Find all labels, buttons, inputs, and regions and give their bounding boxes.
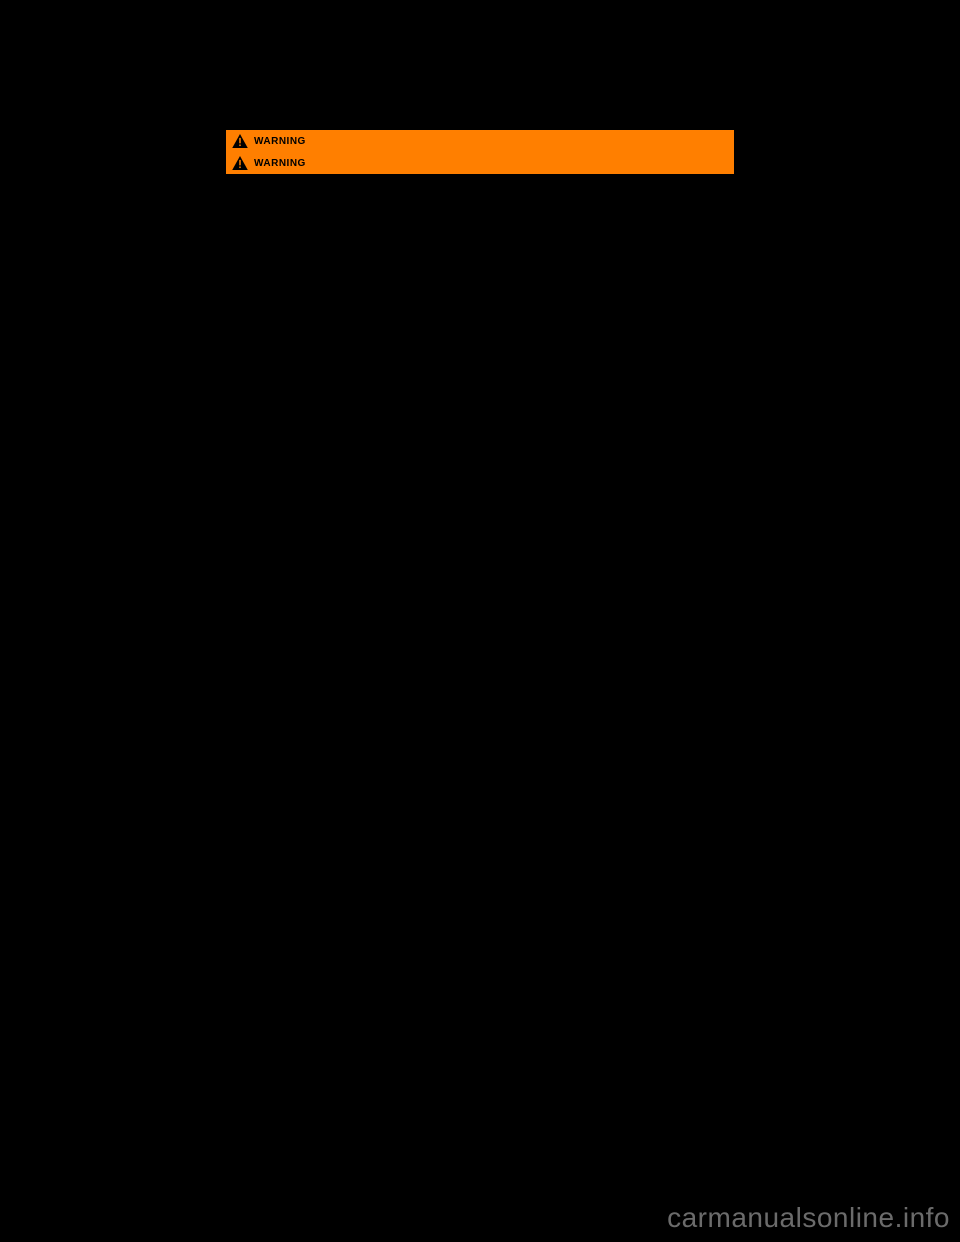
warning-label: WARNING <box>254 136 306 147</box>
warning-triangle-icon <box>232 156 248 170</box>
document-page: WARNING WARNING <box>226 130 734 174</box>
warning-label: WARNING <box>254 158 306 169</box>
warning-triangle-icon <box>232 134 248 148</box>
watermark-text: carmanualsonline.info <box>667 1202 950 1234</box>
warning-bar: WARNING <box>226 152 734 174</box>
warning-bar: WARNING <box>226 130 734 152</box>
